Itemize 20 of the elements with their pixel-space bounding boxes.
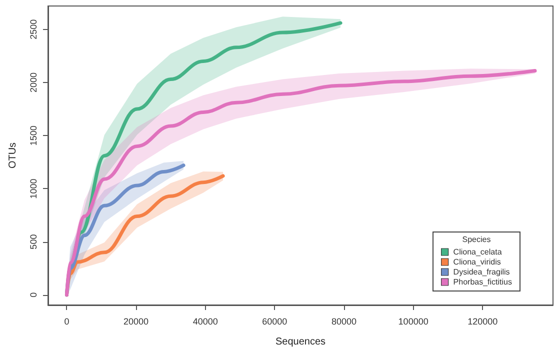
y-tick-label: 2500: [28, 19, 38, 40]
y-tick-label: 500: [28, 234, 38, 250]
x-tick-label: 100000: [398, 316, 428, 326]
legend-label: Cliona_celata: [453, 248, 502, 256]
x-axis-title: Sequences: [275, 336, 326, 348]
x-tick-label: 40000: [192, 316, 218, 326]
legend-label: Cliona_viridis: [453, 258, 501, 266]
y-tick-label: 1000: [28, 178, 38, 199]
y-tick-label: 2000: [28, 72, 38, 92]
x-tick-label: 20000: [124, 316, 149, 326]
y-axis-title: OTUs: [8, 142, 18, 169]
x-tick-label: 0: [64, 316, 70, 326]
y-tick-label: 0: [28, 292, 38, 298]
legend-label: Dysidea_fragilis: [453, 268, 510, 276]
legend-title: Species: [462, 235, 491, 244]
x-tick-label: 80000: [331, 316, 357, 326]
x-tick-label: 60000: [262, 316, 288, 326]
x-tick-label: 120000: [468, 316, 498, 326]
legend-label: Phorbas_fictitius: [453, 278, 512, 286]
y-tick-label: 1500: [28, 126, 38, 146]
